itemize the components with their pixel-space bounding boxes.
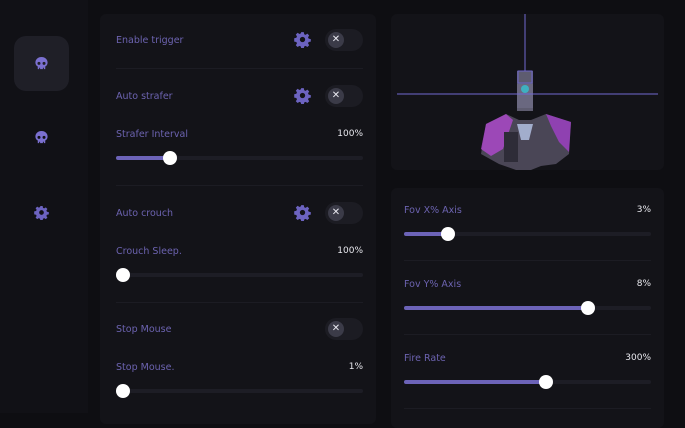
stop-mouse-slider[interactable] — [116, 384, 363, 398]
divider — [404, 260, 651, 261]
enable-trigger-toggle[interactable]: ✕ — [325, 29, 363, 51]
enable-trigger-label: Enable trigger — [116, 35, 184, 46]
stop-mouse-slider-row: Stop Mouse. 1% — [116, 362, 363, 398]
auto-crouch-toggle[interactable]: ✕ — [325, 202, 363, 224]
stop-mouse-slider-value: 1% — [348, 362, 363, 372]
crouch-sleep-label: Crouch Sleep. — [116, 246, 182, 257]
fov-y-row: Fov Y% Axis 8% — [404, 279, 651, 315]
auto-crouch-label: Auto crouch — [116, 208, 174, 219]
slider-thumb[interactable] — [539, 375, 554, 389]
fov-x-row: Fov X% Axis 3% — [404, 205, 651, 241]
close-icon: ✕ — [328, 321, 344, 337]
crouch-sleep-slider[interactable] — [116, 268, 363, 282]
crouch-sleep-value: 100% — [337, 246, 363, 256]
robot-preview-image — [397, 14, 658, 170]
fire-rate-value: 300% — [625, 353, 651, 363]
fov-x-slider[interactable] — [404, 227, 651, 241]
strafer-interval-slider[interactable] — [116, 151, 363, 165]
stop-mouse-slider-label: Stop Mouse. — [116, 362, 175, 373]
divider — [116, 302, 363, 303]
strafer-interval-label: Strafer Interval — [116, 129, 188, 140]
gear-icon — [34, 205, 49, 220]
fov-x-label: Fov X% Axis — [404, 205, 462, 216]
strafer-interval-value: 100% — [337, 129, 363, 139]
divider — [116, 68, 363, 69]
divider — [116, 185, 363, 186]
sidebar-item-triggerbot[interactable] — [14, 110, 69, 165]
slider-thumb[interactable] — [581, 301, 596, 315]
skull-icon — [34, 56, 49, 71]
auto-strafer-label: Auto strafer — [116, 91, 173, 102]
auto-strafer-row: Auto strafer ✕ — [116, 85, 363, 107]
aim-settings-panel: Fov X% Axis 3% Fov Y% Axis 8% Fire Rate … — [391, 188, 664, 428]
fov-y-value: 8% — [636, 279, 651, 289]
sidebar — [0, 0, 88, 413]
crouch-sleep-row: Crouch Sleep. 100% — [116, 246, 363, 282]
stop-mouse-toggle[interactable]: ✕ — [325, 318, 363, 340]
auto-crouch-row: Auto crouch ✕ — [116, 202, 363, 224]
slider-thumb[interactable] — [116, 384, 130, 398]
gear-icon[interactable] — [294, 31, 311, 48]
slider-thumb[interactable] — [441, 227, 456, 241]
skull-icon — [34, 130, 49, 145]
fire-rate-label: Fire Rate — [404, 353, 446, 364]
gear-icon[interactable] — [294, 204, 311, 221]
auto-strafer-toggle[interactable]: ✕ — [325, 85, 363, 107]
close-icon: ✕ — [328, 88, 344, 104]
fire-rate-row: Fire Rate 300% — [404, 353, 651, 389]
slider-thumb[interactable] — [116, 268, 130, 282]
sidebar-item-settings[interactable] — [14, 185, 69, 240]
fire-rate-slider[interactable] — [404, 375, 651, 389]
fov-y-label: Fov Y% Axis — [404, 279, 462, 290]
sidebar-item-aimbot[interactable] — [14, 36, 69, 91]
stop-mouse-row: Stop Mouse ✕ — [116, 318, 363, 340]
close-icon: ✕ — [328, 205, 344, 221]
enable-trigger-row: Enable trigger ✕ — [116, 29, 363, 51]
fov-preview — [391, 14, 664, 170]
divider — [404, 408, 651, 409]
close-icon: ✕ — [328, 32, 344, 48]
strafer-interval-row: Strafer Interval 100% — [116, 129, 363, 165]
gear-icon[interactable] — [294, 87, 311, 104]
fov-y-slider[interactable] — [404, 301, 651, 315]
fov-x-value: 3% — [636, 205, 651, 215]
misc-panel: Enable trigger ✕ Auto strafer ✕ Strafer … — [100, 14, 376, 424]
divider — [404, 334, 651, 335]
stop-mouse-label: Stop Mouse — [116, 324, 172, 335]
slider-thumb[interactable] — [162, 151, 177, 165]
